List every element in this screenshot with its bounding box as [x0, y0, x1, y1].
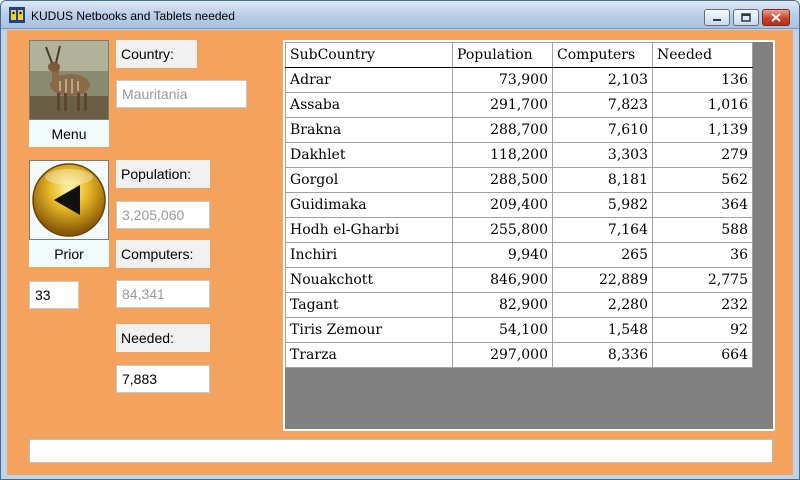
cell-needed[interactable]: 2,775: [652, 267, 753, 293]
cell-computers[interactable]: 7,610: [552, 117, 653, 143]
cell-subcountry[interactable]: Dakhlet: [285, 142, 453, 168]
cell-population[interactable]: 288,700: [452, 117, 553, 143]
title-bar[interactable]: KUDUS Netbooks and Tablets needed: [1, 1, 799, 29]
cell-subcountry[interactable]: Inchiri: [285, 242, 453, 268]
table-row[interactable]: Guidimaka 209,400 5,982 364: [285, 192, 753, 218]
cell-needed[interactable]: 232: [652, 292, 753, 318]
table-row[interactable]: Inchiri 9,940 265 36: [285, 242, 753, 268]
cell-population[interactable]: 54,100: [452, 317, 553, 343]
menu-image[interactable]: [29, 40, 109, 120]
table-row[interactable]: Nouakchott 846,900 22,889 2,775: [285, 267, 753, 293]
cell-needed[interactable]: 364: [652, 192, 753, 218]
cell-population[interactable]: 297,000: [452, 342, 553, 368]
maximize-icon: [741, 13, 751, 22]
table-row[interactable]: Assaba 291,700 7,823 1,016: [285, 92, 753, 118]
table-row[interactable]: Trarza 297,000 8,336 664: [285, 342, 753, 368]
cell-needed[interactable]: 1,016: [652, 92, 753, 118]
cell-subcountry[interactable]: Trarza: [285, 342, 453, 368]
table-row[interactable]: Dakhlet 118,200 3,303 279: [285, 142, 753, 168]
kudus-app-icon: [9, 7, 25, 23]
prior-button[interactable]: [29, 160, 109, 240]
index-field[interactable]: 33: [29, 281, 79, 309]
needed-label: Needed:: [116, 324, 210, 352]
cell-subcountry[interactable]: Nouakchott: [285, 267, 453, 293]
cell-subcountry[interactable]: Brakna: [285, 117, 453, 143]
cell-subcountry[interactable]: Hodh el-Gharbi: [285, 217, 453, 243]
population-label: Population:: [116, 160, 210, 188]
close-icon: [771, 13, 781, 22]
table-row[interactable]: Adrar 73,900 2,103 136: [285, 67, 753, 93]
cell-subcountry[interactable]: Assaba: [285, 92, 453, 118]
cell-population[interactable]: 846,900: [452, 267, 553, 293]
column-header-population[interactable]: Population: [452, 42, 553, 68]
cell-computers[interactable]: 5,982: [552, 192, 653, 218]
left-arrow-icon: [32, 163, 106, 237]
table-header-row: SubCountry Population Computers Needed: [285, 42, 753, 68]
menu-label[interactable]: Menu: [29, 120, 109, 147]
cell-computers[interactable]: 265: [552, 242, 653, 268]
cell-computers[interactable]: 1,548: [552, 317, 653, 343]
cell-needed[interactable]: 588: [652, 217, 753, 243]
window-title: KUDUS Netbooks and Tablets needed: [31, 9, 235, 23]
country-field[interactable]: Mauritania: [116, 80, 247, 108]
subcountry-table: SubCountry Population Computers Needed A…: [285, 42, 753, 368]
column-header-needed[interactable]: Needed: [652, 42, 753, 68]
cell-needed[interactable]: 664: [652, 342, 753, 368]
cell-population[interactable]: 73,900: [452, 67, 553, 93]
table-row[interactable]: Brakna 288,700 7,610 1,139: [285, 117, 753, 143]
table-row[interactable]: Tagant 82,900 2,280 232: [285, 292, 753, 318]
cell-population[interactable]: 291,700: [452, 92, 553, 118]
cell-population[interactable]: 82,900: [452, 292, 553, 318]
cell-computers[interactable]: 2,280: [552, 292, 653, 318]
country-label: Country:: [116, 40, 197, 68]
cell-computers[interactable]: 3,303: [552, 142, 653, 168]
table-row[interactable]: Tiris Zemour 54,100 1,548 92: [285, 317, 753, 343]
cell-needed[interactable]: 92: [652, 317, 753, 343]
cell-subcountry[interactable]: Tagant: [285, 292, 453, 318]
cell-needed[interactable]: 36: [652, 242, 753, 268]
close-button[interactable]: [762, 9, 790, 26]
minimize-icon: [713, 18, 721, 21]
computers-label: Computers:: [116, 240, 210, 268]
maximize-button[interactable]: [733, 9, 759, 26]
cell-computers[interactable]: 8,181: [552, 167, 653, 193]
cell-population[interactable]: 118,200: [452, 142, 553, 168]
cell-population[interactable]: 209,400: [452, 192, 553, 218]
table-row[interactable]: Hodh el-Gharbi 255,800 7,164 588: [285, 217, 753, 243]
population-field[interactable]: 3,205,060: [116, 201, 210, 229]
cell-computers[interactable]: 2,103: [552, 67, 653, 93]
cell-population[interactable]: 255,800: [452, 217, 553, 243]
cell-subcountry[interactable]: Adrar: [285, 67, 453, 93]
needed-field[interactable]: 7,883: [116, 365, 210, 393]
cell-needed[interactable]: 136: [652, 67, 753, 93]
cell-population[interactable]: 288,500: [452, 167, 553, 193]
client-area: Menu Prior 33 Country: Maur: [7, 30, 793, 475]
minimize-button[interactable]: [704, 9, 730, 26]
table-row[interactable]: Gorgol 288,500 8,181 562: [285, 167, 753, 193]
cell-computers[interactable]: 22,889: [552, 267, 653, 293]
cell-needed[interactable]: 279: [652, 142, 753, 168]
subcountry-grid-panel: SubCountry Population Computers Needed A…: [283, 40, 775, 431]
cell-needed[interactable]: 562: [652, 167, 753, 193]
prior-label[interactable]: Prior: [29, 240, 109, 267]
column-header-subcountry[interactable]: SubCountry: [285, 42, 453, 68]
cell-subcountry[interactable]: Tiris Zemour: [285, 317, 453, 343]
kudu-antelope-photo: [30, 41, 108, 119]
cell-computers[interactable]: 7,164: [552, 217, 653, 243]
cell-subcountry[interactable]: Guidimaka: [285, 192, 453, 218]
cell-needed[interactable]: 1,139: [652, 117, 753, 143]
table-body: Adrar 73,900 2,103 136 Assaba 291,700 7,823 1,…: [285, 67, 753, 368]
cell-population[interactable]: 9,940: [452, 242, 553, 268]
column-header-computers[interactable]: Computers: [552, 42, 653, 68]
cell-computers[interactable]: 8,336: [552, 342, 653, 368]
cell-computers[interactable]: 7,823: [552, 92, 653, 118]
cell-subcountry[interactable]: Gorgol: [285, 167, 453, 193]
computers-field[interactable]: 84,341: [116, 280, 210, 308]
status-bar: [29, 439, 773, 463]
